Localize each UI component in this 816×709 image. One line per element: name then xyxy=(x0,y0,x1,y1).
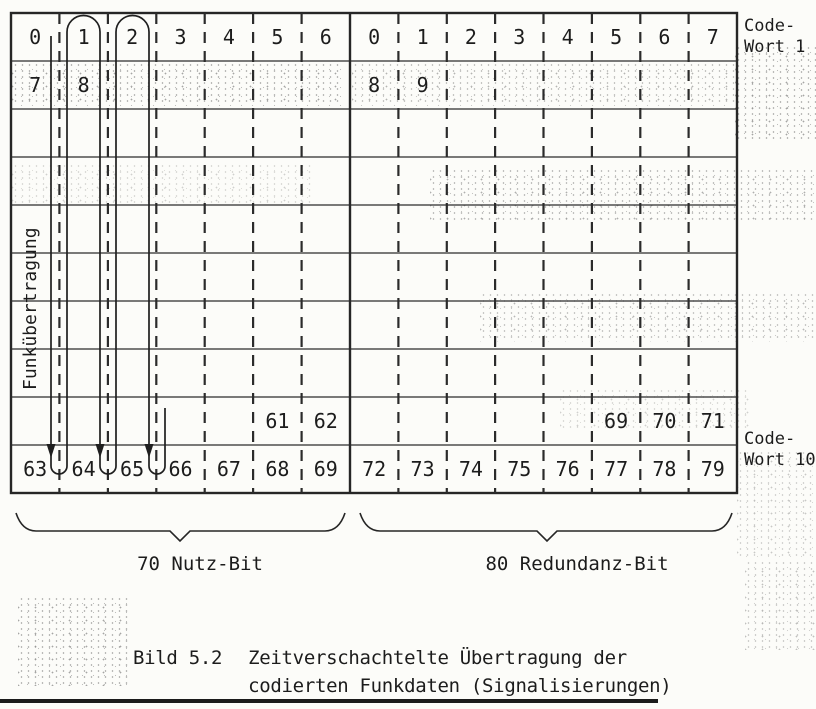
grid-cell-value: 73 xyxy=(411,457,435,481)
grid-cell-value: 3 xyxy=(513,25,525,49)
grid-cell-value: 8 xyxy=(368,73,380,97)
codeword-10-label-line2: Wort 10 xyxy=(744,450,816,470)
grid-cell-value: 0 xyxy=(29,25,41,49)
grid-cell-value: 67 xyxy=(217,457,241,481)
grid-cell-value: 4 xyxy=(562,25,574,49)
grid-cell-value: 64 xyxy=(72,457,96,481)
grid-cell-value: 71 xyxy=(701,409,725,433)
grid-cell-value: 65 xyxy=(120,457,144,481)
grid-cell-value: 78 xyxy=(652,457,676,481)
grid-cell-value: 2 xyxy=(126,25,138,49)
grid-cell-value: 1 xyxy=(78,25,90,49)
grid-cell-value: 72 xyxy=(362,457,386,481)
grid-cell-value: 6 xyxy=(320,25,332,49)
grid-cell-value: 5 xyxy=(271,25,283,49)
grid-cell-value: 8 xyxy=(78,73,90,97)
grid-cell-value: 69 xyxy=(314,457,338,481)
grid-cell-value: 4 xyxy=(223,25,235,49)
grid-cell-value: 7 xyxy=(29,73,41,97)
grid-cell-value: 70 xyxy=(652,409,676,433)
funkuebertragung-label: Funkübertragung xyxy=(20,227,41,390)
arrow-down-icon xyxy=(46,444,56,458)
grid-cell-value: 66 xyxy=(168,457,192,481)
grid-cell-value: 2 xyxy=(465,25,477,49)
grid-cell-value: 6 xyxy=(658,25,670,49)
grid xyxy=(9,11,739,495)
grid-cell-value: 1 xyxy=(417,25,429,49)
page-rule xyxy=(0,699,658,703)
nutz-bit-label: 70 Nutz-Bit xyxy=(137,553,263,575)
grid-cell-value: 69 xyxy=(604,409,628,433)
brace-redundanz-bit xyxy=(359,512,733,543)
grid-cell-value: 5 xyxy=(610,25,622,49)
grid-cell-value: 0 xyxy=(368,25,380,49)
grid-cell-value: 74 xyxy=(459,457,483,481)
grid-cell-value: 7 xyxy=(707,25,719,49)
figure-caption-line1: Zeitverschachtelte Übertragung der xyxy=(248,647,627,669)
codeword-1-label-line2: Wort 1 xyxy=(744,37,805,57)
figure-caption-number: Bild 5.2 xyxy=(133,647,223,669)
grid-cell-value: 79 xyxy=(701,457,725,481)
arrow-down-icon xyxy=(144,444,154,458)
grid-cell-value: 77 xyxy=(604,457,628,481)
grid-cell-value: 9 xyxy=(417,73,429,97)
interleave-path xyxy=(50,14,166,475)
figure-caption-line2: codierten Funkdaten (Signalisierungen) xyxy=(248,675,672,697)
redundanz-bit-label: 80 Redundanz-Bit xyxy=(485,553,668,575)
brace-nutz-bit xyxy=(15,512,346,543)
figure-caption-text: Zeitverschachtelte Übertragung der codie… xyxy=(248,644,672,700)
codeword-1-label-line1: Code- xyxy=(744,16,795,36)
grid-cell-value: 76 xyxy=(556,457,580,481)
figure-caption: Bild 5.2 Zeitverschachtelte Übertragung … xyxy=(133,644,672,700)
grid-cell-value: 61 xyxy=(265,409,289,433)
arrow-down-icon xyxy=(95,444,105,458)
grid-cell-value: 3 xyxy=(174,25,186,49)
grid-cell-value: 63 xyxy=(23,457,47,481)
grid-cell-value: 68 xyxy=(265,457,289,481)
codeword-10-label-line1: Code- xyxy=(744,429,795,449)
grid-cell-value: 75 xyxy=(507,457,531,481)
grid-cell-value: 62 xyxy=(314,409,338,433)
